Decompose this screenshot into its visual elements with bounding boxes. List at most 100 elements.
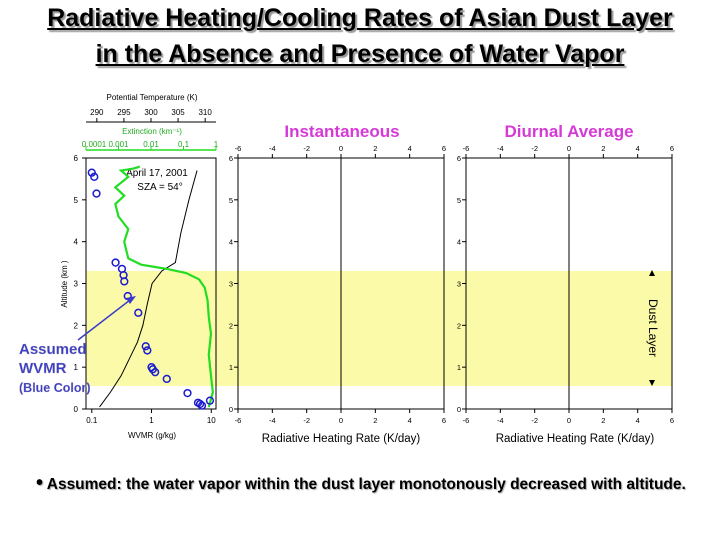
y-tick-label: 6: [229, 154, 233, 163]
wvmr-point: [183, 388, 192, 398]
wvmr-point: [162, 374, 171, 384]
y-tick-label: 6: [457, 154, 461, 163]
wvmr-point: [111, 258, 120, 267]
wvmr-point: [134, 308, 143, 317]
dust-layer-band: [86, 270, 672, 386]
y-tick-label: 1: [457, 363, 461, 372]
y-tick-label: 3: [457, 280, 461, 289]
x-tick-label-top: 0: [567, 144, 571, 153]
altitude-tick-label: 6: [74, 154, 79, 163]
wvmr-points: [87, 168, 215, 410]
instantaneous-axes: -6 -6 -4 -4 -2 -2 0 0 2 2 4 4 6 6 0 1 2 3 4 5 6: [229, 144, 446, 425]
wvmr-annotation: Assumed WVMR (Blue Color): [19, 296, 136, 395]
x-tick-label-bottom: 4: [408, 416, 412, 425]
altitude-tick-label: 1: [74, 363, 79, 372]
x-tick-label-bottom: 4: [636, 416, 640, 425]
temperature-tick-label: 305: [171, 108, 185, 117]
x-tick-label-top: 4: [408, 144, 412, 153]
annotation-blue-color: (Blue Color): [19, 381, 91, 395]
x-tick-label-top: -2: [531, 144, 538, 153]
x-tick-label-bottom: -4: [269, 416, 276, 425]
x-tick-label-top: -4: [497, 144, 504, 153]
slide-title-line2: in the Absence and Presence of Water Vap…: [95, 40, 625, 68]
annotation-date: April 17, 2001: [126, 168, 188, 179]
wvmr-axis: 0.1 1 10: [86, 409, 216, 425]
x-tick-label-bottom: 2: [373, 416, 377, 425]
dust-layer-arrow-down: [649, 380, 655, 386]
extinction-line: [113, 165, 214, 408]
altitude-tick-label: 3: [74, 280, 79, 289]
y-tick-label: 1: [229, 363, 233, 372]
temperature-axis: 290 295 300 305 310: [86, 108, 216, 123]
y-tick-label: 5: [457, 196, 461, 205]
instantaneous-xlabel: Radiative Heating Rate (K/day): [262, 433, 421, 445]
y-tick-label: 2: [229, 321, 233, 330]
x-tick-label-top: 6: [670, 144, 674, 153]
extinction-tick-label: 0.01: [143, 140, 159, 149]
x-tick-label-top: -4: [269, 144, 276, 153]
extinction-tick-label: 0.0001: [82, 140, 107, 149]
x-tick-label-top: 2: [601, 144, 605, 153]
x-tick-label-bottom: -6: [235, 416, 242, 425]
x-tick-label-bottom: -6: [463, 416, 470, 425]
altitude-tick-label: 2: [74, 321, 79, 330]
wvmr-point: [92, 189, 101, 198]
wvmr-axis-label: WVMR (g/kg): [128, 431, 176, 440]
annotation-arrow-line: [77, 299, 131, 341]
x-tick-label-bottom: 6: [670, 416, 674, 425]
wvmr-point: [90, 172, 99, 181]
wvmr-point: [197, 401, 207, 410]
x-tick-label-top: 4: [636, 144, 640, 153]
diurnal-axes: -6 -6 -4 -4 -2 -2 0 0 2 2 4 4 6 6 0 1 2 3 4 5 6: [457, 144, 674, 425]
wvmr-tick-label: 0.1: [86, 416, 98, 425]
wvmr-point: [195, 399, 205, 409]
extinction-tick-label: 1: [214, 140, 219, 149]
temperature-axis-label: Potential Temperature (K): [106, 93, 197, 102]
diurnal-xlabel: Radiative Heating Rate (K/day): [496, 433, 655, 445]
wvmr-point: [87, 168, 96, 177]
temperature-tick-label: 300: [144, 108, 158, 117]
temperature-tick-label: 290: [90, 108, 104, 117]
annotation-assumed: Assumed: [19, 341, 87, 358]
wvmr-point: [143, 346, 152, 355]
extinction-axis-label: Extinction (km⁻¹): [122, 127, 182, 136]
wvmr-tick-label: 1: [149, 416, 154, 425]
y-tick-label: 2: [457, 321, 461, 330]
x-tick-label-bottom: -2: [531, 416, 538, 425]
instantaneous-title: Instantaneous: [284, 122, 399, 141]
dust-layer-label: Dust Layer: [646, 299, 660, 357]
x-tick-label-top: 6: [442, 144, 446, 153]
altitude-tick-label: 5: [74, 196, 79, 205]
bullet-sentence: Assumed: the water vapor within the dust…: [46, 476, 686, 493]
altitude-tick-label: 0: [74, 405, 79, 414]
diurnal-panel: Diurnal Average -6 -6 -4 -4 -2 -2 0 0 2 2 4 4 6 6 0 1 2 3…: [457, 122, 674, 445]
wvmr-point: [120, 277, 129, 286]
y-tick-label: 0: [229, 405, 233, 414]
profile-panel: Potential Temperature (K) 290 295 300 305 3 1…: [60, 93, 219, 440]
x-tick-label-bottom: 0: [339, 416, 343, 425]
annotation-wvmr: WVMR: [19, 360, 67, 377]
y-tick-label: 4: [229, 238, 233, 247]
bullet-dot: •: [36, 472, 44, 494]
x-tick-label-bottom: 2: [601, 416, 605, 425]
dust-layer-arrow-up: [649, 270, 655, 276]
wvmr-point: [151, 368, 160, 377]
x-tick-label-top: -6: [235, 144, 242, 153]
y-tick-label: 5: [229, 196, 233, 205]
wvmr-tick-label: 10: [207, 416, 216, 425]
x-tick-label-top: 0: [339, 144, 343, 153]
extinction-tick-label: 0.001: [108, 140, 129, 149]
x-tick-label-top: -2: [303, 144, 310, 153]
wvmr-point: [205, 396, 215, 405]
x-tick-label-bottom: 0: [567, 416, 571, 425]
extinction-axis: 0.0001 0.001 0.01 0.1 1: [82, 140, 219, 150]
y-tick-label: 4: [457, 238, 461, 247]
altitude-axis: 0 1 2 3 4 5 6: [74, 154, 86, 414]
y-tick-label: 0: [457, 405, 461, 414]
slide-title-line1: Radiative Heating/Cooling Rates of Asian…: [47, 4, 673, 32]
diurnal-title: Diurnal Average: [504, 122, 633, 141]
bullet-text: • Assumed: the water vapor within the du…: [36, 470, 696, 498]
x-tick-label-bottom: -4: [497, 416, 504, 425]
altitude-axis-label: Altitude (km ): [60, 260, 69, 307]
temperature-tick-label: 295: [117, 108, 131, 117]
